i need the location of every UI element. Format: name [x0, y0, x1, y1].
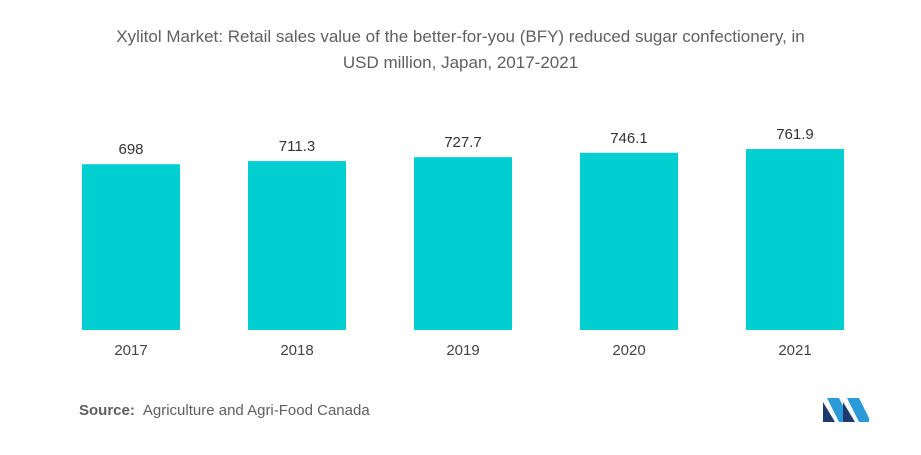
data-label-2019: 727.7 [444, 134, 482, 151]
source-note: Source: Agriculture and Agri-Food Canada [79, 402, 370, 419]
x-tick-2021: 2021 [778, 342, 811, 359]
chart-title: Xylitol Market: Retail sales value of th… [0, 24, 921, 76]
source-label: Source: [79, 402, 135, 419]
x-tick-2018: 2018 [280, 342, 313, 359]
chart-title-line-1: Xylitol Market: Retail sales value of th… [116, 27, 805, 46]
chart-title-line-2: USD million, Japan, 2017-2021 [342, 53, 579, 72]
brand-logo-icon [823, 398, 869, 422]
bar-2018 [248, 161, 346, 330]
bar-2017 [82, 164, 180, 330]
bar-2020 [580, 152, 678, 330]
data-label-2017: 698 [118, 141, 143, 158]
bar-2019 [414, 157, 512, 330]
data-label-2018: 711.3 [279, 138, 315, 155]
x-tick-2019: 2019 [446, 342, 479, 359]
x-tick-2017: 2017 [114, 342, 147, 359]
data-label-2020: 746.1 [610, 130, 648, 147]
source-text: Agriculture and Agri-Food Canada [142, 402, 370, 419]
x-tick-2020: 2020 [612, 342, 645, 359]
data-label-2021: 761.9 [776, 126, 814, 143]
bar-2021 [746, 149, 844, 330]
